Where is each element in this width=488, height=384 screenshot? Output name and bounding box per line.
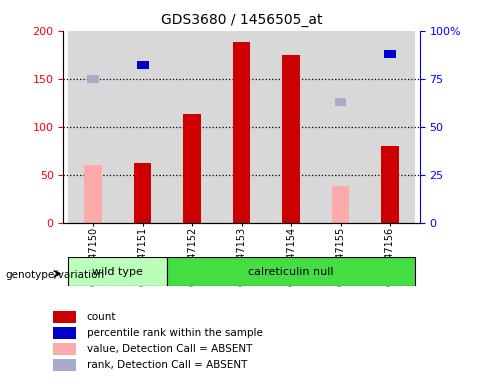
Text: calreticulin null: calreticulin null	[248, 266, 334, 277]
Text: count: count	[87, 312, 116, 322]
Bar	[332, 186, 349, 223]
Bar	[186, 23, 198, 31]
Bar	[53, 311, 76, 323]
Bar	[183, 114, 201, 223]
Bar	[233, 42, 250, 223]
Bar	[68, 31, 118, 223]
Bar	[217, 31, 266, 223]
Title: GDS3680 / 1456505_at: GDS3680 / 1456505_at	[161, 13, 322, 27]
Text: wild type: wild type	[92, 266, 143, 277]
Bar	[118, 31, 167, 223]
Bar	[53, 327, 76, 339]
Bar	[285, 2, 297, 10]
Bar	[84, 165, 102, 223]
Bar	[266, 31, 316, 223]
Bar	[68, 257, 167, 286]
Bar	[384, 50, 396, 58]
Bar	[167, 257, 415, 286]
Text: value, Detection Call = ABSENT: value, Detection Call = ABSENT	[87, 344, 252, 354]
Bar	[283, 55, 300, 223]
Bar	[53, 343, 76, 355]
Text: genotype/variation: genotype/variation	[5, 270, 104, 280]
Bar	[316, 31, 365, 223]
Bar	[87, 75, 99, 83]
Text: rank, Detection Call = ABSENT: rank, Detection Call = ABSENT	[87, 360, 247, 370]
Bar	[137, 61, 148, 69]
Bar	[134, 163, 151, 223]
Bar	[167, 31, 217, 223]
Bar	[335, 98, 346, 106]
Bar	[53, 359, 76, 371]
Bar	[381, 146, 399, 223]
Text: percentile rank within the sample: percentile rank within the sample	[87, 328, 263, 338]
Bar	[365, 31, 415, 223]
